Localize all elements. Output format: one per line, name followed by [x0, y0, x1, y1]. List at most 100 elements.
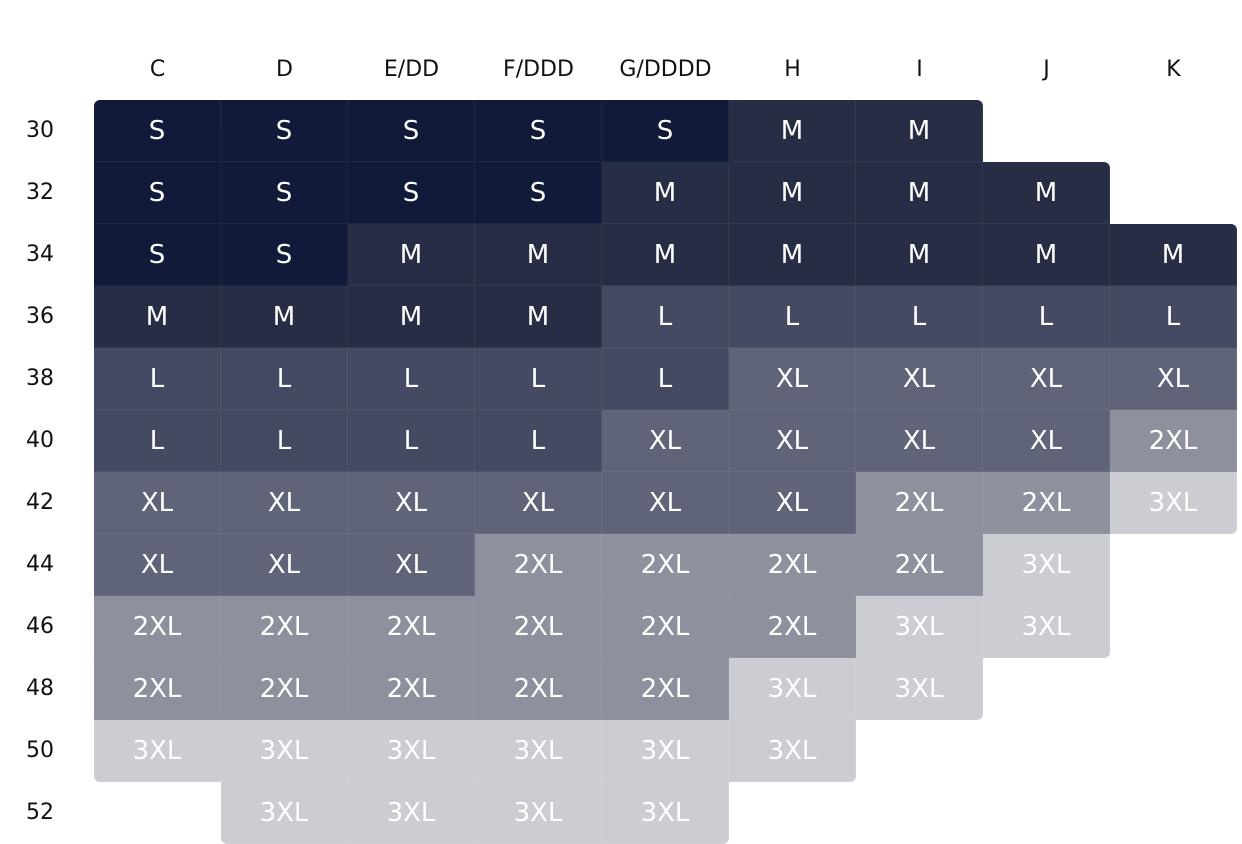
size-cell: XL [348, 534, 475, 596]
size-cell: 2XL [348, 658, 475, 720]
size-cell: 2XL [348, 596, 475, 658]
column-header: J [1043, 57, 1050, 82]
size-cell: 2XL [475, 534, 602, 596]
size-cell: XL [475, 472, 602, 534]
size-cell: L [221, 410, 348, 472]
size-cell: XL [221, 534, 348, 596]
size-cell: S [94, 100, 221, 162]
size-cell: L [221, 348, 348, 410]
size-cell: 2XL [856, 534, 983, 596]
size-cell: XL [348, 472, 475, 534]
size-cell: XL [602, 472, 729, 534]
size-cell: L [856, 286, 983, 348]
size-cell: 3XL [221, 720, 348, 782]
size-cell: S [94, 224, 221, 286]
size-cell: L [602, 286, 729, 348]
size-cell: 2XL [856, 472, 983, 534]
size-cell: L [729, 286, 856, 348]
size-cell: 3XL [729, 720, 856, 782]
row-header: 44 [26, 552, 54, 577]
size-cell: S [475, 100, 602, 162]
size-cell: 3XL [983, 534, 1110, 596]
size-cell: XL [602, 410, 729, 472]
row-header: 42 [26, 490, 54, 515]
size-cell: 3XL [602, 720, 729, 782]
size-cell: XL [94, 534, 221, 596]
size-cell: L [602, 348, 729, 410]
size-cell: 3XL [94, 720, 221, 782]
size-cell: S [602, 100, 729, 162]
size-cell: M [475, 286, 602, 348]
column-header: I [916, 57, 923, 82]
size-cell: 2XL [94, 658, 221, 720]
size-cell: M [348, 286, 475, 348]
size-cell: XL [729, 410, 856, 472]
size-cell: XL [856, 410, 983, 472]
size-cell: 2XL [475, 596, 602, 658]
size-cell: M [602, 224, 729, 286]
size-cell: M [729, 162, 856, 224]
size-cell: 3XL [602, 782, 729, 844]
size-cell: XL [729, 348, 856, 410]
row-header: 52 [26, 800, 54, 825]
size-cell: 3XL [475, 782, 602, 844]
row-header: 34 [26, 242, 54, 267]
size-cell: 2XL [602, 596, 729, 658]
size-cell: L [983, 286, 1110, 348]
size-cell: XL [94, 472, 221, 534]
size-cell: S [348, 162, 475, 224]
column-header: K [1166, 57, 1181, 82]
size-cell: L [475, 348, 602, 410]
size-cell: XL [856, 348, 983, 410]
size-cell: M [94, 286, 221, 348]
column-header: H [784, 57, 801, 82]
size-cell: 3XL [475, 720, 602, 782]
size-cell: M [729, 224, 856, 286]
size-cell: L [348, 348, 475, 410]
size-cell: 2XL [602, 534, 729, 596]
size-cell: M [729, 100, 856, 162]
size-cell: M [983, 224, 1110, 286]
size-cell: 2XL [983, 472, 1110, 534]
size-cell: 2XL [602, 658, 729, 720]
size-cell: 2XL [1110, 410, 1237, 472]
row-header: 32 [26, 180, 54, 205]
size-cell: XL [729, 472, 856, 534]
size-cell: XL [983, 348, 1110, 410]
size-cell: 3XL [348, 782, 475, 844]
size-cell: S [348, 100, 475, 162]
size-cell: 3XL [856, 658, 983, 720]
size-cell: 3XL [856, 596, 983, 658]
size-cell: 3XL [221, 782, 348, 844]
row-header: 46 [26, 614, 54, 639]
size-cell: 3XL [1110, 472, 1237, 534]
column-header: E/DD [383, 57, 440, 82]
column-header: D [276, 57, 293, 82]
column-header: C [149, 57, 166, 82]
size-cell: 2XL [221, 596, 348, 658]
row-header: 38 [26, 366, 54, 391]
size-cell: L [94, 348, 221, 410]
size-cell: M [348, 224, 475, 286]
size-cell: M [1110, 224, 1237, 286]
row-header: 40 [26, 428, 54, 453]
column-header: F/DDD [503, 57, 574, 82]
size-cell: 2XL [729, 596, 856, 658]
size-cell: 3XL [348, 720, 475, 782]
size-cell: XL [983, 410, 1110, 472]
size-cell: 2XL [221, 658, 348, 720]
size-cell: M [475, 224, 602, 286]
size-cell: L [475, 410, 602, 472]
row-header: 36 [26, 304, 54, 329]
size-cell: S [221, 224, 348, 286]
size-cell: 2XL [475, 658, 602, 720]
row-header: 30 [26, 118, 54, 143]
size-cell: XL [221, 472, 348, 534]
size-cell: M [856, 100, 983, 162]
size-cell: 2XL [94, 596, 221, 658]
size-cell: L [348, 410, 475, 472]
size-cell: M [856, 224, 983, 286]
size-cell: M [602, 162, 729, 224]
size-cell: 3XL [983, 596, 1110, 658]
